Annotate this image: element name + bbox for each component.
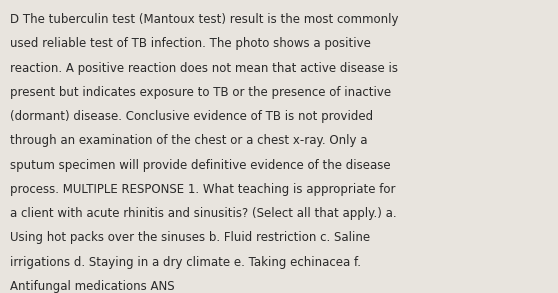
Text: D The tuberculin test (Mantoux test) result is the most commonly: D The tuberculin test (Mantoux test) res… <box>10 13 398 26</box>
Text: through an examination of the chest or a chest x-ray. Only a: through an examination of the chest or a… <box>10 134 368 147</box>
Text: reaction. A positive reaction does not mean that active disease is: reaction. A positive reaction does not m… <box>10 62 398 75</box>
Text: Antifungal medications ANS: Antifungal medications ANS <box>10 280 175 293</box>
Text: used reliable test of TB infection. The photo shows a positive: used reliable test of TB infection. The … <box>10 38 371 50</box>
Text: irrigations d. Staying in a dry climate e. Taking echinacea f.: irrigations d. Staying in a dry climate … <box>10 255 361 269</box>
Text: Using hot packs over the sinuses b. Fluid restriction c. Saline: Using hot packs over the sinuses b. Flui… <box>10 231 370 244</box>
Text: process. MULTIPLE RESPONSE 1. What teaching is appropriate for: process. MULTIPLE RESPONSE 1. What teach… <box>10 183 396 196</box>
Text: a client with acute rhinitis and sinusitis? (Select all that apply.) a.: a client with acute rhinitis and sinusit… <box>10 207 397 220</box>
Text: present but indicates exposure to TB or the presence of inactive: present but indicates exposure to TB or … <box>10 86 391 99</box>
Text: (dormant) disease. Conclusive evidence of TB is not provided: (dormant) disease. Conclusive evidence o… <box>10 110 373 123</box>
Text: sputum specimen will provide definitive evidence of the disease: sputum specimen will provide definitive … <box>10 159 391 172</box>
